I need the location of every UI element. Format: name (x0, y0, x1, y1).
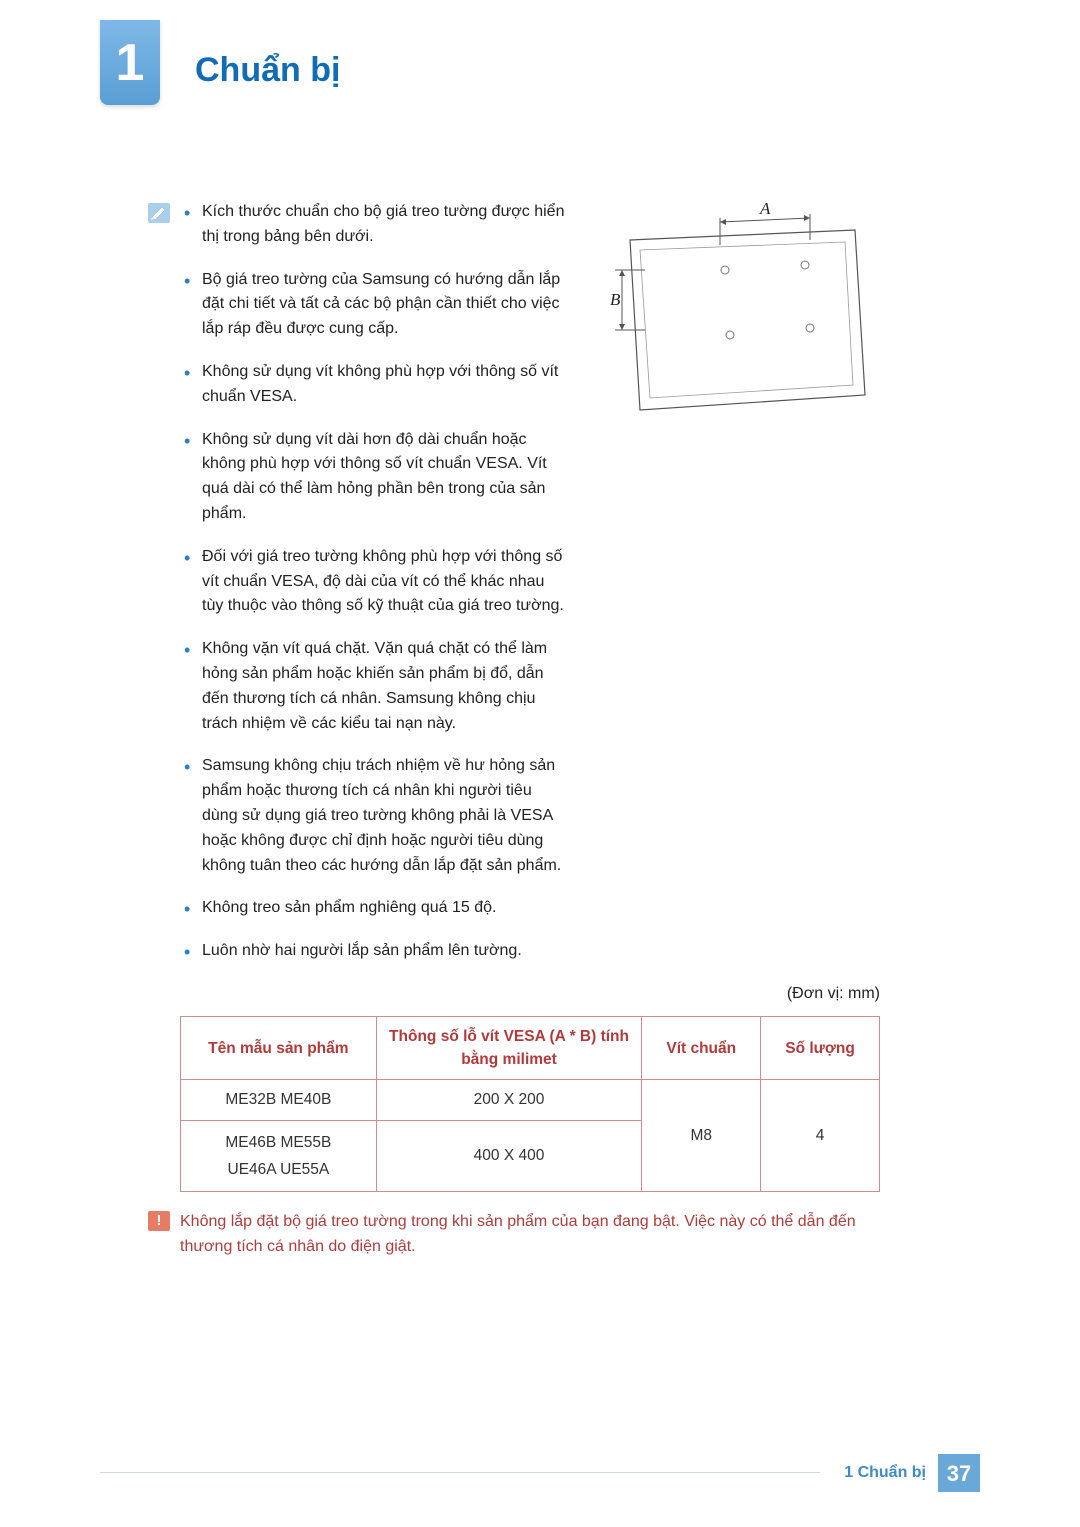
bullet-item: Không treo sản phẩm nghiêng quá 15 độ. (180, 896, 570, 921)
bullet-item: Kích thước chuẩn cho bộ giá treo tường đ… (180, 200, 570, 250)
bullet-item: Không vặn vít quá chặt. Vặn quá chặt có … (180, 637, 570, 736)
table-header-qty: Số lượng (761, 1016, 880, 1080)
table-header-screw: Vít chuẩn (642, 1016, 761, 1080)
bullet-item: Không sử dụng vít không phù hợp với thôn… (180, 360, 570, 410)
content-area: A B Kích thước chuẩn cho bộ giá treo tườ… (180, 200, 880, 1260)
table-header-spec: Thông số lỗ vít VESA (A * B) tính bằng m… (376, 1016, 642, 1080)
warning-block: ! Không lắp đặt bộ giá treo tường trong … (180, 1210, 880, 1260)
svg-text:A: A (759, 200, 771, 218)
table-subcell: UE46A UE55A (187, 1156, 370, 1183)
table-cell: ME46B ME55B UE46A UE55A (181, 1120, 377, 1192)
spec-table: Tên mẫu sản phẩm Thông số lỗ vít VESA (A… (180, 1016, 880, 1192)
bullet-item: Samsung không chịu trách nhiệm về hư hỏn… (180, 754, 570, 878)
table-subcell: ME46B ME55B (187, 1129, 370, 1156)
warning-icon: ! (148, 1211, 170, 1231)
vesa-diagram: A B (610, 200, 875, 425)
chapter-title: Chuẩn bị (195, 45, 340, 96)
page-footer: 1 Chuẩn bị 37 (844, 1454, 980, 1492)
footer-divider (100, 1472, 820, 1473)
bullet-item: Không sử dụng vít dài hơn độ dài chuẩn h… (180, 428, 570, 527)
bullet-item: Đối với giá treo tường không phù hợp với… (180, 545, 570, 619)
table-cell: M8 (642, 1080, 761, 1192)
bullet-item: Bộ giá treo tường của Samsung có hướng d… (180, 268, 570, 342)
footer-page-number: 37 (938, 1454, 980, 1492)
bullet-item: Luôn nhờ hai người lắp sản phẩm lên tườn… (180, 939, 570, 964)
svg-text:B: B (610, 290, 621, 309)
table-cell: ME32B ME40B (181, 1080, 377, 1120)
chapter-number-tab: 1 (100, 20, 160, 105)
table-cell: 4 (761, 1080, 880, 1192)
bullet-list: Kích thước chuẩn cho bộ giá treo tường đ… (180, 200, 570, 964)
warning-text: Không lắp đặt bộ giá treo tường trong kh… (180, 1210, 880, 1260)
table-cell: 200 X 200 (376, 1080, 642, 1120)
note-icon (148, 203, 170, 223)
table-header-name: Tên mẫu sản phẩm (181, 1016, 377, 1080)
unit-note: (Đơn vị: mm) (180, 982, 880, 1006)
table-cell: 400 X 400 (376, 1120, 642, 1192)
footer-chapter-label: 1 Chuẩn bị (844, 1461, 926, 1485)
